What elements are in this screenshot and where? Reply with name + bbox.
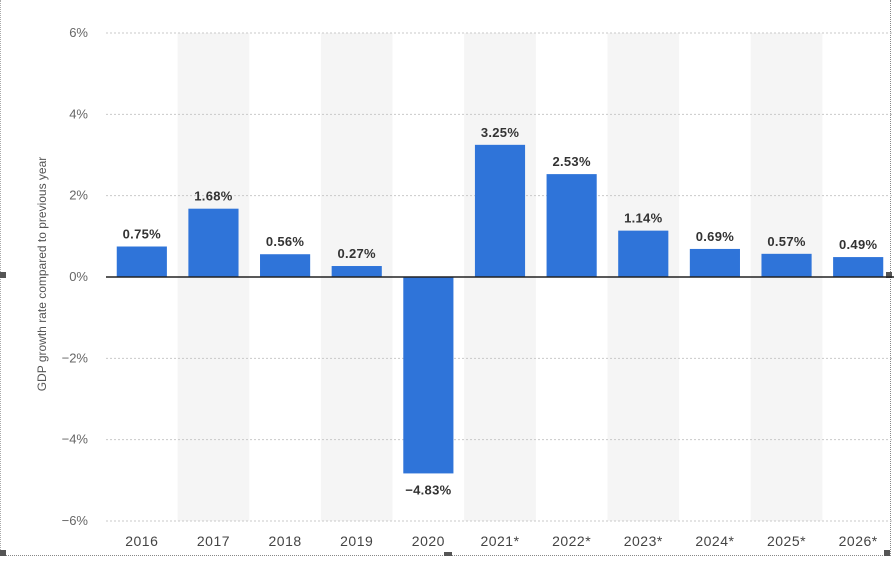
x-tick-label: 2020 [412,533,445,549]
data-label-2016: 0.75% [123,227,162,242]
x-tick-label: 2021* [480,533,519,549]
x-axis-ticks: 2016 2017 2018 2019 2020 2021* 2022* 2023* 2024*… [125,533,878,549]
y-tick-label: 2% [69,188,88,203]
x-tick-label: 2024* [695,533,734,549]
y-tick-label: 6% [69,25,88,40]
bars [116,144,884,474]
y-tick-label: −6% [62,513,89,528]
data-label-2020: −4.83% [405,482,451,497]
y-tick-label: −4% [62,432,89,447]
resize-handle-bottom-right[interactable] [884,550,890,556]
resize-handle-bottom-left[interactable] [0,550,6,556]
y-axis-label: GDP growth rate compared to previous yea… [35,157,49,392]
data-label-2019: 0.27% [338,246,377,261]
resize-handle-bottom[interactable] [444,552,452,556]
gridlines [106,32,894,522]
bar-2024*[interactable] [689,248,740,277]
data-label-2024*: 0.69% [696,229,735,244]
y-axis-ticks: 6% 4% 2% 0% −2% −4% −6% [62,25,89,528]
data-label-2025*: 0.57% [767,234,806,249]
bar-2022*[interactable] [546,174,597,277]
x-tick-label: 2017 [197,533,230,549]
x-tick-label: 2026* [839,533,878,549]
y-tick-label: −2% [62,350,89,365]
bar-2016[interactable] [116,246,167,278]
bar-2020[interactable] [403,277,454,474]
data-labels: 0.75% 1.68% 0.56% 0.27% −4.83% 3.25% 2.53% 1.14… [123,125,878,498]
x-tick-label: 2023* [624,533,663,549]
x-tick-label: 2025* [767,533,806,549]
x-tick-label: 2018 [269,533,302,549]
x-tick-label: 2019 [340,533,373,549]
data-label-2017: 1.68% [194,189,233,204]
bar-2025*[interactable] [761,253,812,277]
data-label-2021*: 3.25% [481,125,520,140]
bar-2018[interactable] [260,254,311,277]
bar-2023*[interactable] [618,230,669,277]
x-tick-label: 2016 [125,533,158,549]
data-label-2018: 0.56% [266,234,305,249]
data-label-2022*: 2.53% [552,154,591,169]
data-label-2026*: 0.49% [839,237,878,252]
resize-handle-left[interactable] [0,272,6,278]
x-tick-label: 2022* [552,533,591,549]
data-label-2023*: 1.14% [624,211,663,226]
bar-2021*[interactable] [474,144,526,277]
bar-2026*[interactable] [833,257,884,277]
y-tick-label: 4% [69,106,88,121]
bar-2017[interactable] [188,208,239,277]
bar-2019[interactable] [331,266,382,277]
resize-handle-right[interactable] [886,272,892,278]
y-tick-label: 0% [69,269,88,284]
